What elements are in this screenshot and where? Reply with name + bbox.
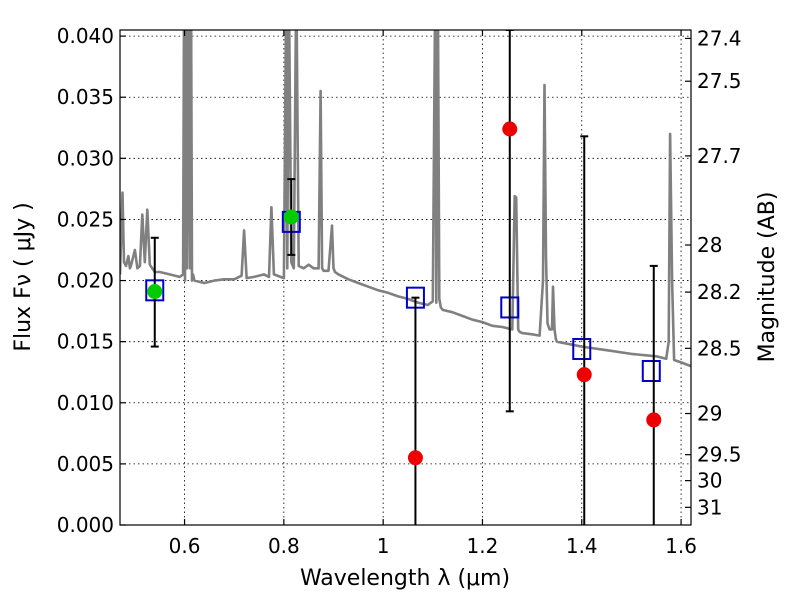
plot-area	[120, 30, 691, 525]
x-tick-label: 1.4	[566, 534, 598, 558]
detection-point	[283, 209, 299, 225]
right-tick-label: 30	[697, 469, 722, 493]
y-tick-label: 0.035	[57, 85, 114, 109]
model-photometry-square	[572, 338, 592, 360]
right-tick-label: 28.2	[697, 280, 742, 304]
right-tick-label: 29.5	[697, 443, 742, 467]
non-detection-point	[407, 450, 423, 466]
x-tick-label: 0.6	[169, 534, 201, 558]
y-tick-label: 0.015	[57, 330, 114, 354]
right-tick-label: 29	[697, 402, 722, 426]
grid	[120, 30, 691, 526]
y-tick-label: 0.025	[57, 207, 114, 231]
x-tick-label: 1.6	[665, 534, 697, 558]
non-detection-point	[502, 121, 518, 137]
plot-frame	[119, 29, 692, 526]
model-photometry-square	[641, 360, 661, 382]
x-axis-label: Wavelength λ (μm)	[300, 566, 510, 591]
x-tick-label: 0.8	[268, 534, 300, 558]
right-tick-label: 28	[697, 233, 722, 257]
axes: 0.6 0.8 1 1.2 1.4 1.6 0.000 0.005 0.010 0.015 0.02…	[57, 24, 742, 558]
y-tick-label: 0.040	[57, 24, 114, 48]
x-tick-label: 1	[377, 534, 390, 558]
y-tick-label: 0.005	[57, 452, 114, 476]
non-detection-point	[576, 367, 592, 383]
y-tick-label: 0.030	[57, 146, 114, 170]
right-tick-label: 27.7	[697, 144, 742, 168]
y-axis-label: Flux Fν ( μJy )	[11, 202, 36, 351]
x-tick-label: 1.2	[467, 534, 499, 558]
y-tick-label: 0.010	[57, 391, 114, 415]
non-detection-point	[646, 412, 662, 428]
right-tick-label: 28.5	[697, 336, 742, 360]
right-axis-label: Magnitude (AB)	[755, 192, 780, 363]
right-tick-label: 31	[697, 495, 722, 519]
right-tick-label: 27.4	[697, 26, 742, 50]
sed-model-line	[120, 30, 691, 368]
right-tick-label: 27.5	[697, 69, 742, 93]
y-tick-label: 0.020	[57, 269, 114, 293]
y-tick-label: 0.000	[57, 513, 114, 537]
detection-point	[147, 284, 163, 300]
